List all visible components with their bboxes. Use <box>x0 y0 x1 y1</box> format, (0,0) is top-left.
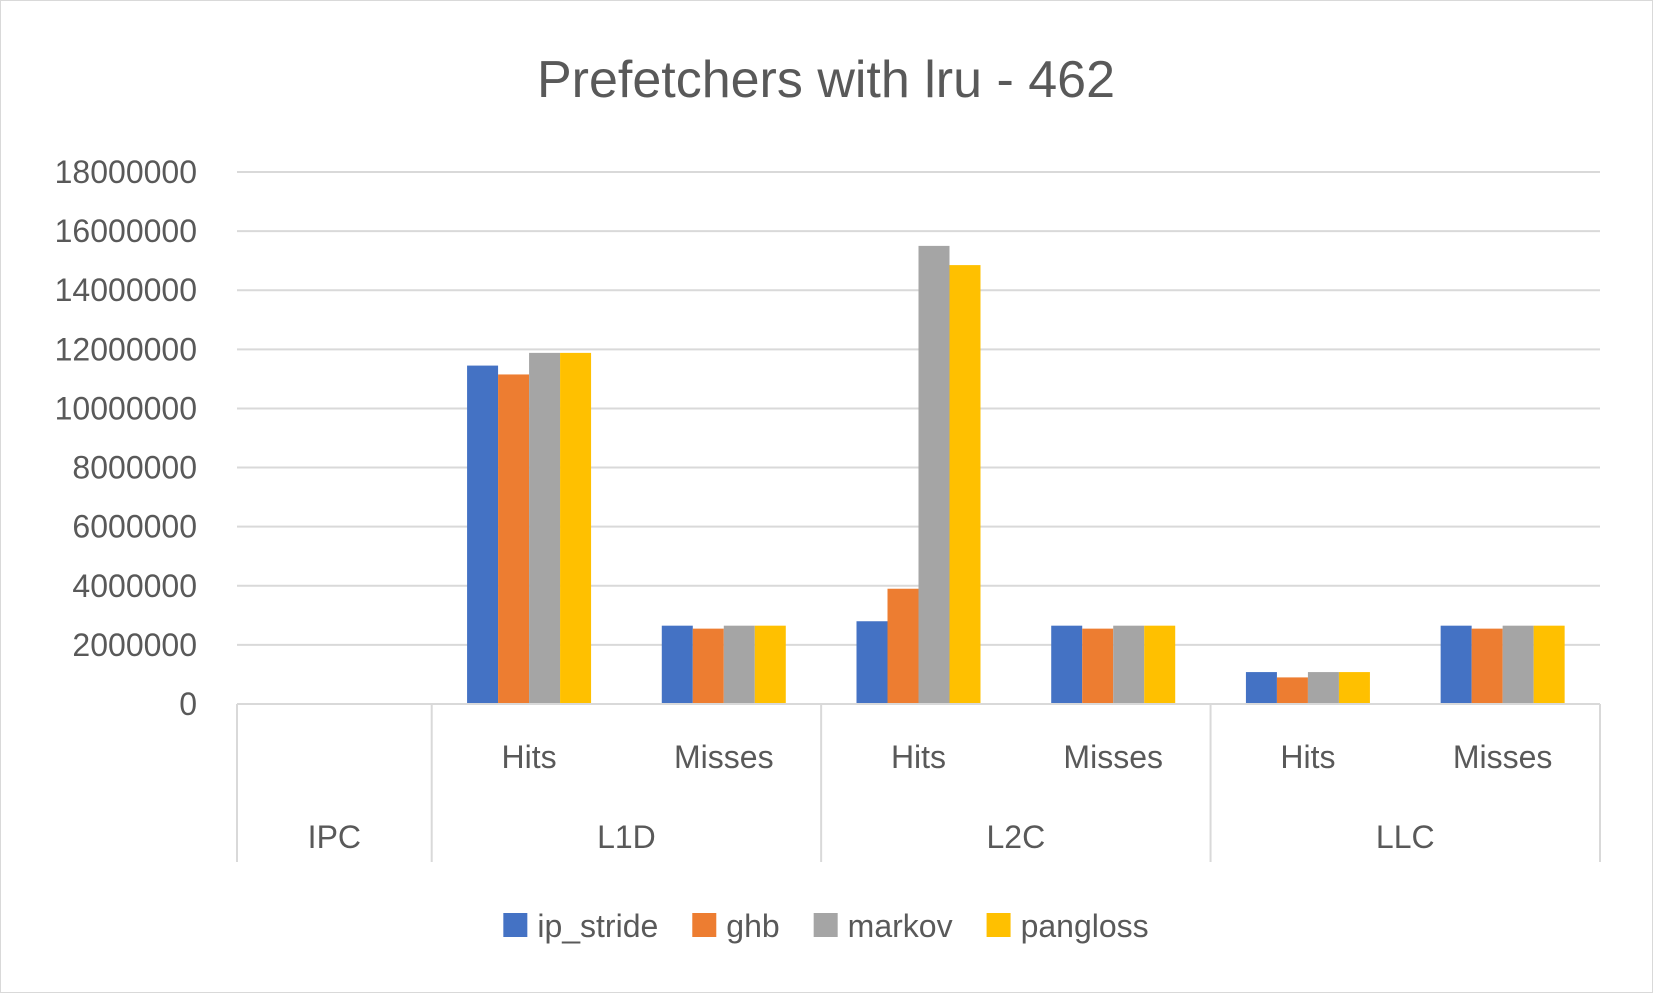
bar-markov <box>918 245 950 704</box>
bar-pangloss <box>1338 672 1370 704</box>
x-subcategory-label: Misses <box>1063 739 1163 775</box>
legend-label: ip_stride <box>537 908 658 944</box>
y-tick-label: 10000000 <box>55 390 197 426</box>
bar-ip_stride <box>1245 672 1277 704</box>
y-tick-label: 2000000 <box>72 627 197 663</box>
y-tick-label: 12000000 <box>55 331 197 367</box>
bar-ghb <box>498 374 530 704</box>
bar-ip_stride <box>856 621 888 704</box>
bar-markov <box>1307 672 1339 704</box>
bar-markov <box>1502 625 1534 704</box>
y-tick-label: 16000000 <box>55 213 197 249</box>
y-tick-label: 6000000 <box>72 509 197 545</box>
x-group-label: LLC <box>1376 819 1435 855</box>
x-axis: IPC Hits Misses L1D Hits Misses L2C Hits Misses L… <box>236 703 1601 862</box>
y-tick-label: 18000000 <box>55 154 197 190</box>
x-subcategory-label: Hits <box>891 739 946 775</box>
chart-title: Prefetchers with lru - 462 <box>537 51 1115 109</box>
bar-pangloss <box>1144 625 1176 704</box>
y-tick-label: 14000000 <box>55 272 197 308</box>
x-subcategory-label: Hits <box>502 739 557 775</box>
bar-pangloss <box>1533 625 1565 704</box>
bar-ip_stride <box>467 365 499 704</box>
bar-markov <box>1113 625 1145 704</box>
bar-pangloss <box>560 352 592 704</box>
legend-label: pangloss <box>1021 908 1149 944</box>
legend: ip_stride ghb markov pangloss <box>503 908 1149 944</box>
y-tick-label: 8000000 <box>72 450 197 486</box>
bar-ghb <box>1082 628 1114 704</box>
bar-pangloss <box>949 265 981 704</box>
y-tick-label: 4000000 <box>72 568 197 604</box>
x-group-label: L2C <box>987 819 1046 855</box>
legend-item-ip_stride: ip_stride <box>503 908 658 944</box>
legend-item-pangloss: pangloss <box>986 908 1149 944</box>
x-subcategory-label: Hits <box>1280 739 1335 775</box>
legend-label: ghb <box>726 908 779 944</box>
legend-item-markov: markov <box>813 908 953 944</box>
legend-swatch <box>503 913 528 937</box>
bar-ghb <box>887 588 919 704</box>
bars <box>467 245 1565 704</box>
legend-label: markov <box>848 908 953 944</box>
legend-swatch <box>986 913 1011 937</box>
x-subcategory-label: Misses <box>674 739 774 775</box>
bar-markov <box>529 352 561 704</box>
x-group-label: IPC <box>308 819 361 855</box>
legend-swatch <box>692 913 717 937</box>
bar-ip_stride <box>1440 625 1472 704</box>
y-tick-label: 0 <box>179 686 197 722</box>
bar-pangloss <box>754 625 786 704</box>
legend-swatch <box>813 913 838 937</box>
bar-ip_stride <box>661 625 693 704</box>
bar-ghb <box>1276 677 1308 704</box>
x-subcategory-label: Misses <box>1453 739 1553 775</box>
x-group-label: L1D <box>597 819 656 855</box>
legend-item-ghb: ghb <box>692 908 780 944</box>
bar-ghb <box>692 628 724 704</box>
bar-markov <box>723 625 755 704</box>
bar-ghb <box>1471 628 1503 704</box>
bar-ip_stride <box>1051 625 1083 704</box>
y-axis-tick-labels: 0 2000000 4000000 6000000 8000000 10000000 120… <box>55 154 197 722</box>
